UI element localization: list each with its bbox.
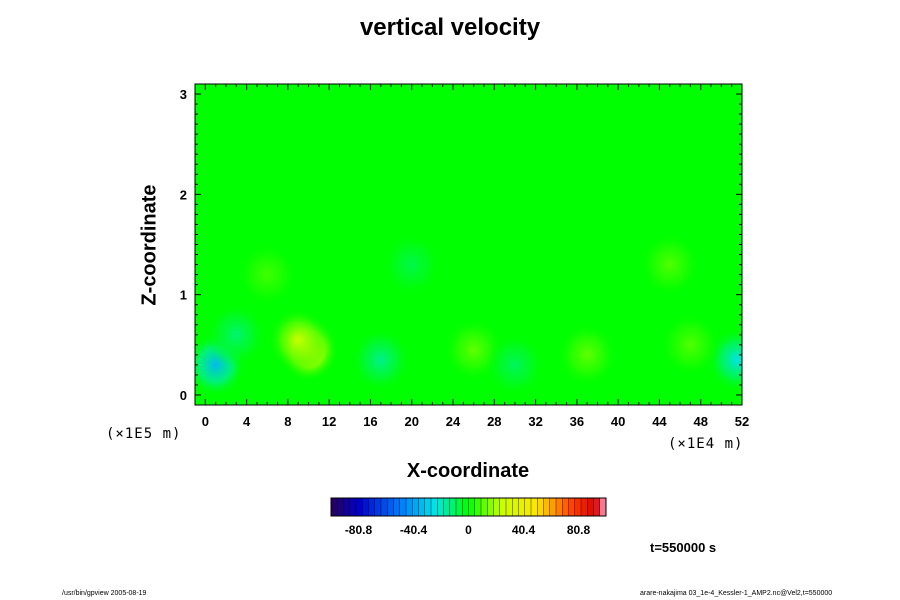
- colorbar-swatch: [381, 498, 388, 516]
- colorbar-swatch: [574, 498, 582, 516]
- x-tick-label: 4: [243, 414, 251, 429]
- heatmap-feature: [268, 307, 329, 372]
- heatmap-feature: [660, 312, 721, 377]
- colorbar-swatch: [418, 498, 426, 516]
- footer-source: arare-nakajima 03_1e-4_Kessler-1_AMP2.nc…: [640, 590, 833, 597]
- colorbar-frame: [330, 497, 607, 517]
- x-tick-label: 12: [322, 414, 336, 429]
- colorbar-swatch: [468, 498, 476, 516]
- colorbar-swatch: [531, 498, 538, 516]
- colorbar-swatch: [506, 498, 513, 516]
- y-axis: 0 1 2 3: [180, 87, 742, 403]
- x-tick-label: 40: [611, 414, 625, 429]
- colorbar-swatch: [406, 498, 413, 516]
- heatmap-feature: [484, 332, 545, 397]
- colorbar-swatch: [443, 498, 451, 516]
- colorbar-swatch: [337, 498, 344, 516]
- colorbar-swatch: [556, 498, 563, 516]
- x-tick-label: 0: [202, 414, 209, 429]
- y-axis-title: Z-coordinate: [138, 184, 161, 306]
- colorbar-swatch: [431, 498, 438, 516]
- colorbar-swatch: [399, 498, 407, 516]
- heatmap-feature: [381, 232, 442, 297]
- x-tick-label: 24: [446, 414, 461, 429]
- colorbar-swatch: [587, 498, 594, 516]
- colorbar-swatch: [437, 498, 444, 516]
- chart-title: vertical velocity: [359, 14, 541, 41]
- colorbar-swatch: [393, 498, 401, 516]
- colorbar-swatch: [599, 498, 607, 516]
- y-tick-label: 0: [180, 388, 187, 403]
- heatmap-field: [195, 84, 742, 405]
- y-tick-label: 3: [180, 87, 187, 102]
- colorbar-swatch: [456, 498, 463, 516]
- x-tick-label: 48: [693, 414, 707, 429]
- x-tick-label: 28: [487, 414, 501, 429]
- colorbar-swatch: [462, 498, 469, 516]
- colorbar-swatch: [356, 498, 363, 516]
- y-tick-label: 1: [180, 288, 187, 303]
- colorbar-tick-label: 40.4: [512, 523, 536, 537]
- colorbar-swatch: [412, 498, 419, 516]
- colorbar-swatch: [518, 498, 526, 516]
- colorbar-tick-label: -40.4: [400, 523, 428, 537]
- colorbar-swatch: [581, 498, 588, 516]
- y-tick-label: 2: [180, 187, 187, 202]
- x-tick-label: 20: [405, 414, 419, 429]
- heatmap-feature: [557, 322, 618, 387]
- colorbar-swatch: [568, 498, 576, 516]
- colorbar-swatch: [331, 498, 338, 516]
- x-axis-unit: (×1E4 m): [668, 436, 744, 452]
- colorbar-swatch: [512, 498, 519, 516]
- colorbar-swatch: [387, 498, 394, 516]
- colorbar: -80.8 -40.4 0 40.4 80.8: [330, 497, 607, 537]
- colorbar-swatch: [493, 498, 501, 516]
- x-tick-label: 36: [570, 414, 584, 429]
- colorbar-swatch: [537, 498, 544, 516]
- heatmap-feature: [206, 302, 267, 367]
- y-axis-unit: (×1E5 m): [106, 426, 182, 442]
- colorbar-swatch: [368, 498, 376, 516]
- colorbar-swatch: [549, 498, 557, 516]
- heatmap-feature: [350, 327, 411, 392]
- heatmap-feature: [639, 232, 700, 297]
- x-axis-title: X-coordinate: [406, 460, 530, 482]
- colorbar-swatch: [481, 498, 488, 516]
- time-label: t=550000 s: [650, 540, 717, 555]
- colorbar-swatch: [349, 498, 357, 516]
- colorbar-swatch: [424, 498, 432, 516]
- x-axis: 0 4 8 12 16 20 24 28 32 36 40 44 48 52: [194, 84, 749, 429]
- x-tick-label: 44: [652, 414, 667, 429]
- colorbar-swatch: [543, 498, 551, 516]
- footer-program: /usr/bin/gpview 2005-08-19: [62, 590, 147, 597]
- colorbar-swatch: [562, 498, 569, 516]
- x-tick-label: 52: [735, 414, 749, 429]
- x-tick-label: 8: [284, 414, 291, 429]
- colorbar-swatch: [474, 498, 482, 516]
- x-tick-label: 16: [363, 414, 377, 429]
- colorbar-tick-label: 80.8: [567, 523, 591, 537]
- heatmap-feature: [237, 242, 298, 307]
- colorbar-swatch: [524, 498, 532, 516]
- colorbar-swatch: [343, 498, 351, 516]
- colorbar-swatch: [487, 498, 494, 516]
- x-tick-label: 32: [528, 414, 542, 429]
- colorbar-swatch: [374, 498, 382, 516]
- colorbar-swatch: [593, 498, 601, 516]
- colorbar-swatch: [362, 498, 369, 516]
- colorbar-swatch: [449, 498, 457, 516]
- colorbar-tick-label: 0: [465, 523, 472, 537]
- colorbar-tick-label: -80.8: [345, 523, 373, 537]
- colorbar-swatch: [499, 498, 507, 516]
